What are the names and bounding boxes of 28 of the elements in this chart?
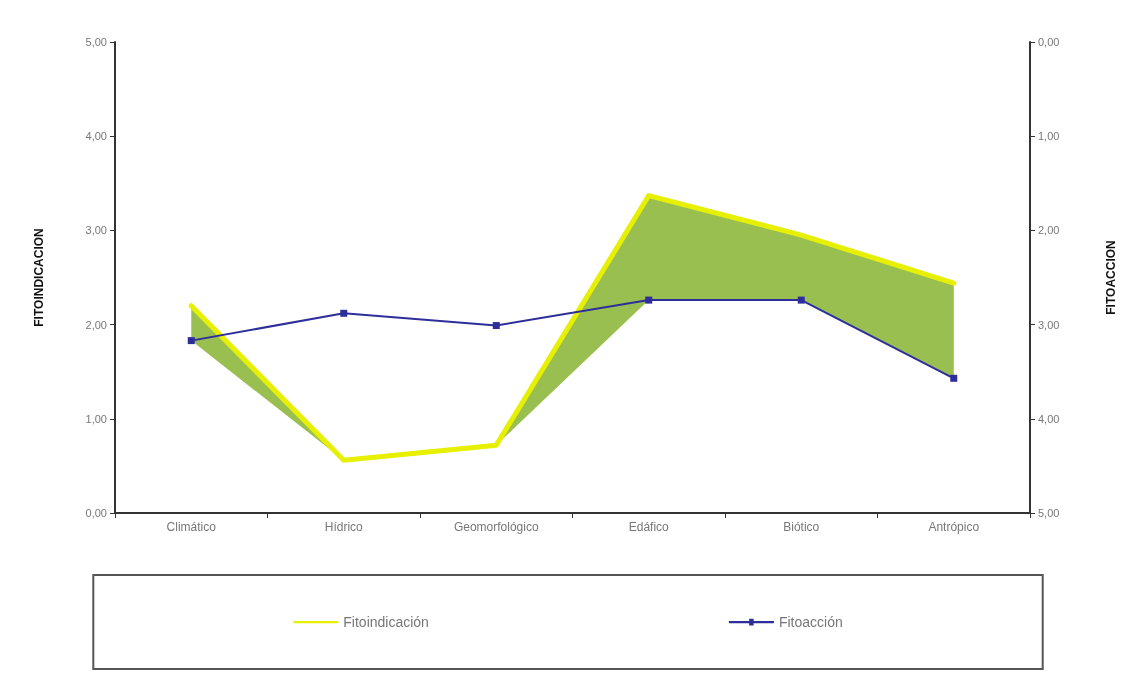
y2-tick-label: 1,00 bbox=[1038, 130, 1060, 143]
legend-label: Fitoacción bbox=[778, 614, 843, 630]
x-tick-label: Biótico bbox=[783, 520, 820, 534]
y2-tick-label: 2,00 bbox=[1038, 224, 1060, 237]
y2-tick-label: 4,00 bbox=[1038, 412, 1060, 425]
x-tick-label: Antrópico bbox=[928, 520, 980, 534]
y-axis-title: FITOINDICACION bbox=[32, 228, 46, 327]
point bbox=[187, 337, 195, 345]
y2-axis-title: FITOACCION bbox=[1104, 240, 1118, 315]
y-tick-label: 3,00 bbox=[85, 224, 107, 237]
point bbox=[950, 374, 958, 382]
y2-tick-label: 5,00 bbox=[1038, 507, 1060, 519]
y-tick-label: 5,00 bbox=[85, 36, 107, 48]
point bbox=[797, 296, 805, 304]
point bbox=[645, 296, 653, 304]
legend-label: Fitoindicación bbox=[343, 614, 429, 630]
y-tick-label: 2,00 bbox=[85, 318, 107, 331]
y2-tick-label: 0,00 bbox=[1038, 36, 1060, 48]
x-tick-label: Geomorfológico bbox=[453, 520, 539, 534]
x-tick-label: Edáfico bbox=[628, 520, 670, 534]
point bbox=[492, 322, 500, 330]
x-tick-label: Climático bbox=[166, 520, 217, 534]
y-tick-label: 1,00 bbox=[85, 412, 107, 425]
y-tick-label: 0,00 bbox=[85, 507, 107, 519]
x-tick-label: Hídrico bbox=[324, 520, 364, 534]
y2-tick-label: 3,00 bbox=[1038, 318, 1060, 331]
point bbox=[340, 309, 348, 317]
y-tick-label: 4,00 bbox=[85, 130, 107, 143]
